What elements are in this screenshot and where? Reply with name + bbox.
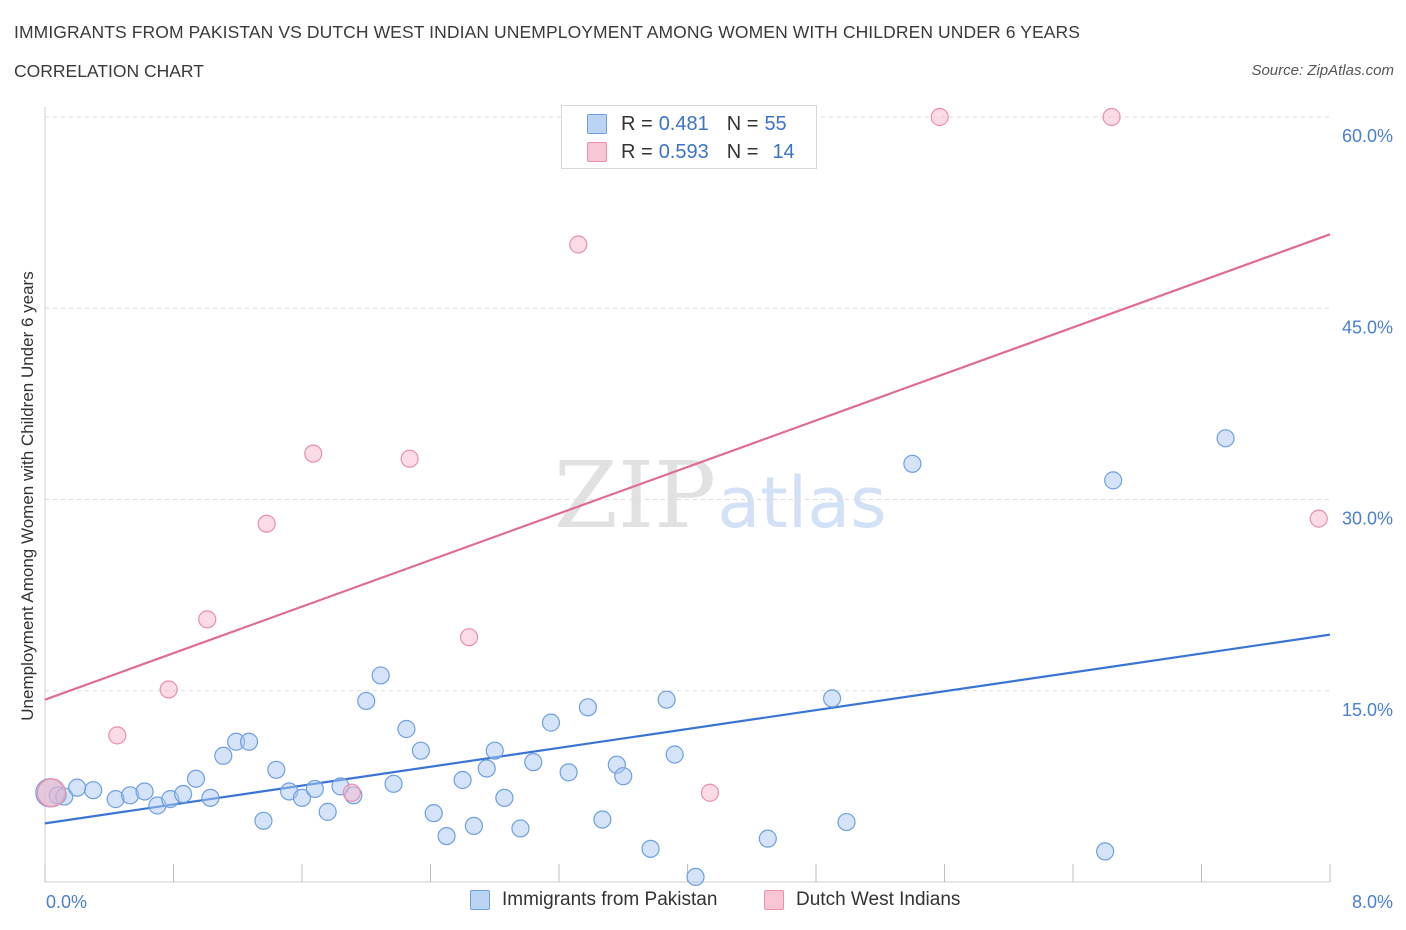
legend-r-label: R = [621,140,653,163]
trend-lines [44,233,1331,825]
pakistan-point-38 [541,713,561,732]
pakistan-point-13 [214,746,233,765]
watermark: ZIP atlas [554,442,887,549]
dutch-point-6 [342,783,361,802]
x-tick-label-min: 0.0% [46,892,87,912]
pakistan-point-15 [239,732,259,751]
x-tick-label-max: 8.0% [1352,892,1393,912]
bottom-legend-dutch: Dutch West Indians [764,889,960,911]
pakistan-point-50 [837,812,856,832]
legend-row-dutch: R = 0.593 N = 14 [587,139,795,165]
pakistan-point-3 [68,778,87,797]
watermark-zip: ZIP [554,442,716,549]
pakistan-point-44 [641,839,660,858]
pakistan-point-49 [822,689,842,708]
dutch-point-10 [700,783,720,802]
source-label: Source: ZipAtlas.com [1251,62,1394,79]
pakistan-point-12 [201,788,220,807]
chart-subtitle: CORRELATION CHART [14,61,204,81]
pakistan-point-17 [267,760,286,779]
legend-r-value: 0.593 [658,140,709,163]
legend-swatch-dutch [587,142,607,162]
pakistan-point-27 [397,719,416,739]
pakistan-point-43 [614,767,633,786]
legend-n-label: N = [726,112,759,135]
bottom-legend-label-pakistan: Immigrants from Pakistan [502,889,718,910]
pakistan-point-11 [186,769,206,788]
watermark-atlas: atlas [717,462,886,544]
legend-n-value: 14 [772,140,795,163]
dutch-point-9 [569,235,588,254]
pakistan-point-26 [384,774,403,793]
pakistan-point-30 [437,826,456,846]
dutch-point-4 [257,514,276,533]
dutch-point-8 [459,628,479,647]
pakistan-point-19 [292,788,312,807]
pakistan-point-4 [84,781,103,800]
bottom-legend-label-dutch: Dutch West Indians [796,889,961,910]
stats-legend: R = 0.481 N = 55 R = 0.593 N = 14 [561,105,817,169]
pakistan-point-29 [424,804,443,823]
pakistan-point-36 [511,819,530,838]
pakistan-point-54 [1216,429,1235,448]
y-axis-title: Unemployment Among Women with Children U… [18,271,37,721]
pakistan-point-28 [411,741,430,760]
y-tick-labels: 15.0% 30.0% 45.0% 60.0% [1342,126,1393,720]
legend-n-value: 55 [764,112,787,135]
legend-n-label: N = [726,140,759,163]
pakistan-point-51 [903,454,922,473]
dutch-point-1 [108,726,127,745]
dutch-point-0 [36,778,67,808]
gridlines [45,116,1330,692]
pakistan-point-39 [559,763,578,782]
y-tick-label-1: 30.0% [1342,509,1393,529]
dutch-point-11 [930,107,949,127]
pakistan-point-37 [524,753,543,772]
dutch-point-12 [1102,107,1121,127]
y-tick-label-0: 15.0% [1342,700,1393,720]
pakistan-point-53 [1096,842,1115,861]
dutch-point-7 [400,449,419,468]
pakistan-point-10 [174,784,193,804]
trend-line-pakistan [44,633,1331,825]
pakistan-point-32 [464,816,483,836]
legend-row-pakistan: R = 0.481 N = 55 [587,111,787,137]
pakistan-point-7 [135,782,154,801]
pakistan-point-45 [657,690,676,709]
legend-swatch-pakistan [587,114,607,134]
bottom-legend-swatch-dutch [764,890,784,910]
pakistan-point-20 [305,779,324,799]
dutch-point-5 [304,444,323,463]
pakistan-point-33 [477,759,496,778]
legend-r-label: R = [621,112,653,135]
legend-r-value: 0.481 [658,112,709,135]
pakistan-point-52 [1104,471,1123,490]
pakistan-point-25 [371,666,390,685]
data-points [35,107,1328,887]
y-tick-label-2: 45.0% [1342,317,1393,337]
bottom-legend-pakistan: Immigrants from Pakistan [470,889,717,911]
pakistan-point-46 [665,745,684,764]
pakistan-point-48 [758,829,777,848]
bottom-legend-swatch-pakistan [470,890,490,910]
trend-line-dutch [44,233,1331,701]
dutch-point-2 [159,680,178,699]
dutch-point-3 [198,610,217,629]
y-tick-label-3: 60.0% [1342,126,1393,146]
pakistan-point-31 [453,770,472,790]
pakistan-point-47 [686,867,705,887]
chart-title: IMMIGRANTS FROM PAKISTAN VS DUTCH WEST I… [14,22,1081,42]
pakistan-point-41 [593,810,612,829]
dutch-point-13 [1309,509,1328,528]
pakistan-point-21 [318,802,337,821]
pakistan-point-16 [254,811,273,830]
pakistan-point-40 [578,698,598,717]
pakistan-point-24 [357,691,376,711]
axes [44,107,1331,883]
pakistan-point-35 [495,788,514,807]
pakistan-point-34 [485,741,504,760]
